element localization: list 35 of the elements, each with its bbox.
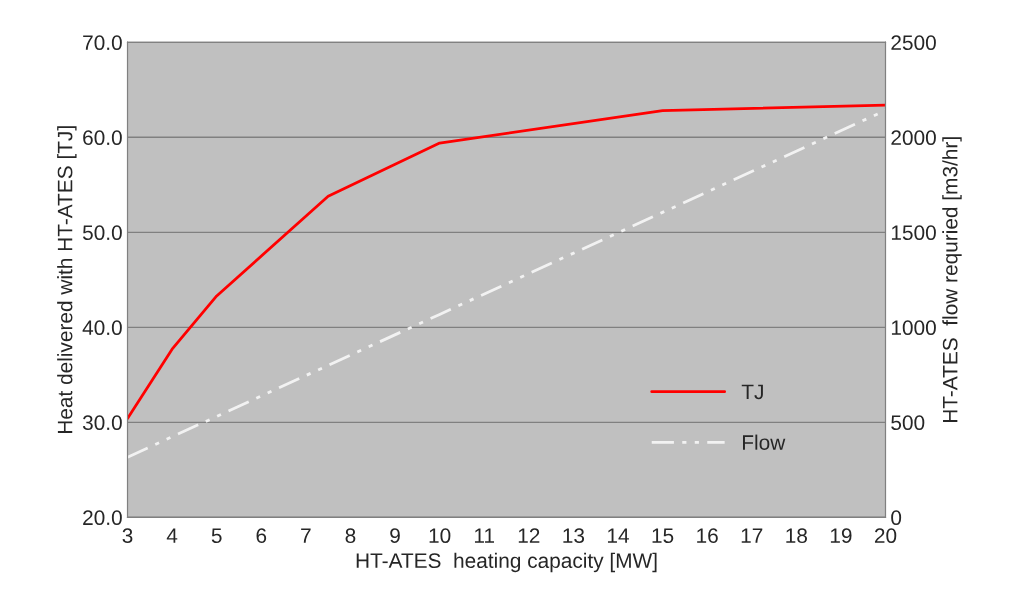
y2-tick-label: 0: [891, 510, 902, 526]
y-tick-label: 40.0: [82, 320, 122, 336]
x-tick-label: 14: [607, 528, 629, 543]
y-axis-title: Heat delivered with HT-ATES [TJ]: [57, 126, 77, 434]
y-tick-label: 20.0: [83, 510, 122, 526]
y2-axis-title: HT-ATES flow requried [m3/hr]: [942, 137, 962, 423]
x-axis-title: HT-ATES heating capacity [MW]: [356, 552, 657, 573]
x-tick-label: 10: [429, 528, 451, 544]
y2-tick-label: 1500: [891, 225, 936, 241]
x-tick-label: 7: [301, 528, 311, 543]
y2-tick-label: 1000: [891, 320, 936, 336]
x-tick-label: 5: [211, 528, 222, 544]
y-tick-label: 30.0: [82, 415, 122, 431]
x-tick-label: 11: [474, 528, 495, 543]
y2-tick-label: 2500: [891, 35, 936, 51]
y2-tick-label: 500: [891, 415, 925, 431]
y2-tick-label: 2000: [891, 130, 936, 146]
y-tick-label: 60.0: [83, 130, 122, 146]
legend-label: TJ: [741, 384, 763, 400]
x-tick-label: 3: [122, 528, 133, 544]
x-tick-label: 15: [652, 528, 674, 544]
x-tick-label: 19: [830, 528, 852, 544]
y-tick-label: 70.0: [83, 35, 122, 51]
x-tick-label: 8: [345, 528, 356, 544]
y-tick-label: 50.0: [82, 225, 122, 241]
x-tick-label: 18: [786, 528, 808, 544]
x-tick-label: 16: [697, 528, 718, 544]
x-tick-label: 9: [390, 528, 400, 544]
x-tick-label: 4: [166, 528, 178, 543]
legend-label: Flow: [743, 434, 786, 450]
x-tick-label: 12: [518, 528, 540, 543]
x-tick-label: 17: [741, 528, 763, 543]
x-tick-label: 6: [256, 528, 267, 544]
x-tick-label: 13: [563, 528, 585, 544]
x-tick-label: 20: [874, 528, 897, 544]
